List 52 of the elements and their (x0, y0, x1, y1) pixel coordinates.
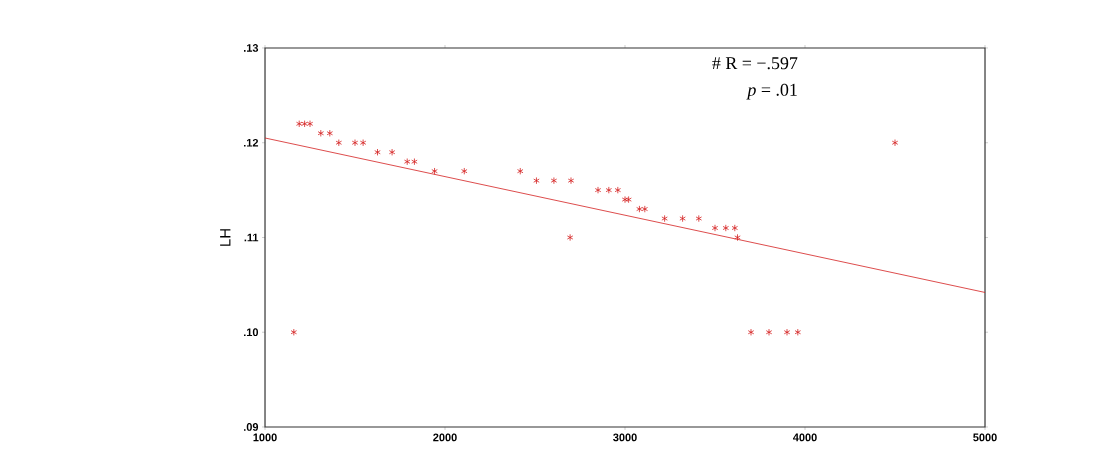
x-tick-label: 2000 (433, 433, 457, 442)
point (374, 148, 381, 156)
point (567, 177, 575, 185)
point (731, 224, 738, 232)
point (306, 120, 314, 128)
point (722, 224, 729, 232)
y-tick-label: .12 (244, 138, 259, 147)
point (461, 167, 468, 175)
point (296, 120, 303, 128)
point (641, 205, 648, 213)
point (566, 233, 574, 242)
point (614, 186, 621, 194)
point (605, 186, 612, 194)
point (388, 148, 396, 156)
point (794, 328, 801, 336)
y-tick-label: .10 (244, 328, 259, 337)
point (636, 205, 643, 213)
annotation: # R = −.597 (712, 57, 798, 70)
x-tick-label: 1000 (253, 433, 277, 442)
annotation: p = .01 (746, 83, 797, 100)
x-tick-label: 3000 (613, 433, 637, 442)
point (765, 328, 773, 336)
point (517, 167, 524, 175)
point (317, 129, 324, 137)
point (711, 224, 719, 232)
point (335, 139, 342, 147)
point (625, 196, 632, 204)
point (550, 177, 558, 185)
point (301, 120, 308, 128)
point (695, 214, 702, 223)
x-tick-label: 5000 (973, 433, 997, 442)
point (783, 328, 791, 336)
point (679, 214, 686, 223)
point (661, 214, 668, 223)
y-tick-label: .13 (244, 44, 259, 52)
point (326, 129, 333, 137)
y-axis-title: LH (220, 229, 231, 246)
point (891, 139, 899, 147)
point (533, 177, 540, 185)
point (734, 233, 741, 242)
point (411, 158, 418, 166)
point (594, 186, 602, 194)
point (621, 196, 629, 204)
y-tick-label: .11 (244, 233, 259, 242)
point (359, 139, 367, 147)
y-tick-label: .09 (244, 423, 259, 431)
point (431, 167, 438, 175)
point (747, 328, 755, 336)
point (290, 328, 297, 336)
point (404, 158, 411, 166)
x-tick-label: 4000 (792, 433, 817, 442)
point (351, 139, 359, 147)
